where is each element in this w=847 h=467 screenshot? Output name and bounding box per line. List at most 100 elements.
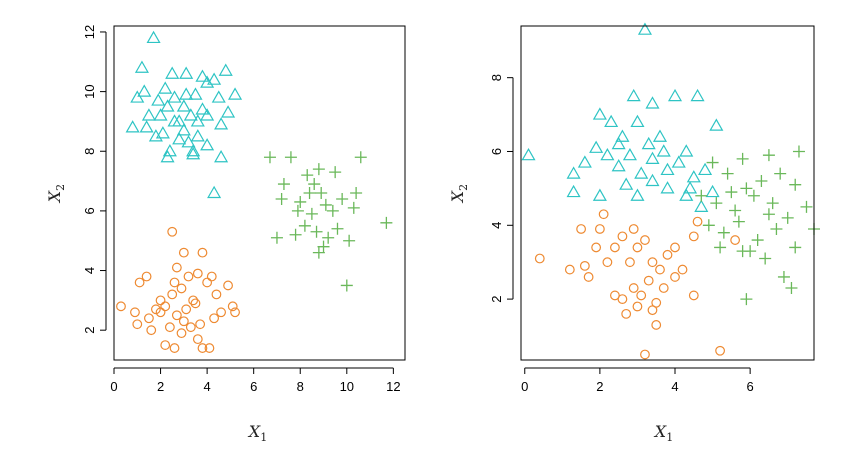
right-cross-point bbox=[762, 208, 775, 221]
right-triangle-point bbox=[660, 162, 675, 176]
right-y-tick-label: 8 bbox=[489, 74, 504, 81]
right-circle-point bbox=[628, 283, 639, 293]
left-triangle-point bbox=[158, 81, 173, 94]
right-triangle-point bbox=[566, 184, 581, 198]
right-triangle-point bbox=[630, 188, 645, 201]
left-circle-point bbox=[160, 340, 171, 350]
left-y-tick-label: 12 bbox=[82, 25, 97, 39]
left-cross-point bbox=[329, 166, 342, 179]
right-x-tick-label: 0 bbox=[521, 379, 528, 394]
left-circle-point bbox=[192, 268, 203, 279]
left-triangle-point bbox=[151, 93, 166, 106]
right-y-tick-label: 4 bbox=[489, 222, 504, 229]
left-triangle-point bbox=[141, 108, 156, 121]
right-circle-point bbox=[576, 224, 587, 234]
right-circle-point bbox=[658, 283, 669, 293]
right-circle-point bbox=[617, 231, 628, 242]
left-cross-point bbox=[270, 231, 283, 244]
left-triangle-point bbox=[176, 123, 191, 136]
right-circle-point bbox=[625, 257, 635, 268]
left-circle-point bbox=[178, 247, 189, 258]
left-triangle-point bbox=[195, 102, 210, 115]
right-triangle-point bbox=[611, 159, 626, 172]
left-circle-point bbox=[223, 280, 233, 291]
right-triangle-point bbox=[641, 136, 656, 150]
left-triangle-point bbox=[172, 132, 187, 145]
left-circle-point bbox=[132, 319, 143, 330]
left-triangle-point bbox=[211, 90, 226, 103]
left-x-axis-title: X1 bbox=[247, 422, 267, 444]
right-cross-point bbox=[751, 234, 764, 247]
left-circle-point bbox=[169, 343, 180, 353]
left-triangle-point bbox=[146, 30, 161, 44]
right-panel: 0 2 4 6 2 4 6 8 X1 X2 bbox=[448, 22, 820, 444]
left-x-tick-label: 8 bbox=[297, 379, 304, 394]
left-cross-point bbox=[294, 195, 307, 208]
left-circle-point bbox=[204, 343, 215, 353]
left-triangle-point bbox=[160, 99, 175, 112]
left-triangle-point bbox=[130, 90, 145, 103]
left-cross-point bbox=[343, 234, 356, 247]
left-triangle-point bbox=[183, 108, 198, 121]
right-circle-point bbox=[632, 301, 643, 312]
right-triangle-point bbox=[690, 88, 705, 102]
left-triangle-point bbox=[181, 135, 196, 148]
right-triangle-point bbox=[577, 155, 592, 168]
right-triangle-point bbox=[652, 129, 668, 142]
left-x-axis: 0 2 4 6 8 10 12 bbox=[110, 367, 401, 394]
left-triangle-point bbox=[221, 105, 236, 118]
left-cross-point bbox=[289, 228, 302, 241]
right-cross-point bbox=[770, 222, 783, 235]
right-circle-point bbox=[643, 275, 654, 286]
right-cross-point bbox=[762, 149, 775, 162]
left-x-tick-label: 6 bbox=[250, 379, 257, 394]
right-circle-point bbox=[677, 264, 688, 275]
right-circle-point bbox=[655, 264, 665, 275]
left-triangle-point bbox=[160, 150, 175, 163]
left-triangle-point bbox=[195, 69, 210, 82]
right-triangle-point bbox=[566, 166, 581, 179]
left-panel: 0 2 4 6 8 10 12 2 4 6 8 10 12 X1 X2 bbox=[45, 25, 406, 444]
right-circle-point bbox=[692, 216, 703, 227]
right-cross-point bbox=[792, 145, 805, 158]
left-cross-point bbox=[340, 279, 353, 292]
left-cross-point bbox=[263, 151, 276, 164]
left-circle-point bbox=[155, 295, 166, 306]
right-x-axis-title: X1 bbox=[653, 422, 673, 444]
left-circle-point bbox=[188, 295, 199, 306]
right-cross-point bbox=[766, 197, 779, 210]
right-cross-point bbox=[774, 167, 787, 180]
left-circle-point bbox=[227, 301, 238, 312]
right-circle-point bbox=[715, 345, 725, 356]
right-x-tick-label: 6 bbox=[747, 379, 754, 394]
right-y-axis: 2 4 6 8 bbox=[489, 74, 514, 303]
left-cross-point bbox=[319, 198, 332, 211]
right-triangle-point bbox=[592, 107, 607, 120]
left-circle-point bbox=[167, 226, 178, 237]
left-cross-point bbox=[317, 240, 330, 253]
right-cross-point bbox=[725, 186, 738, 199]
right-circle-point bbox=[647, 257, 658, 268]
right-triangle-point bbox=[671, 155, 686, 168]
left-triangle-point bbox=[167, 90, 182, 103]
left-circle-point bbox=[211, 289, 222, 300]
right-circle-point bbox=[640, 349, 650, 360]
left-triangle-point bbox=[228, 87, 243, 100]
left-y-tick-label: 10 bbox=[82, 84, 97, 98]
right-circle-point bbox=[730, 235, 741, 245]
right-triangle-point bbox=[521, 147, 536, 161]
left-circle-point bbox=[169, 277, 180, 288]
left-triangle-point bbox=[188, 87, 203, 100]
left-cross-point bbox=[284, 151, 297, 164]
left-circle-point bbox=[141, 271, 152, 282]
left-circle-point bbox=[171, 310, 182, 321]
left-triangle-point bbox=[200, 108, 215, 121]
right-circle-point bbox=[598, 209, 609, 220]
left-cross-point bbox=[322, 231, 335, 244]
right-cross-point bbox=[717, 226, 730, 239]
left-circle-point bbox=[164, 322, 175, 333]
right-cross-point bbox=[800, 200, 813, 213]
right-x-tick-label: 4 bbox=[671, 379, 678, 394]
left-triangle-point bbox=[207, 185, 222, 199]
